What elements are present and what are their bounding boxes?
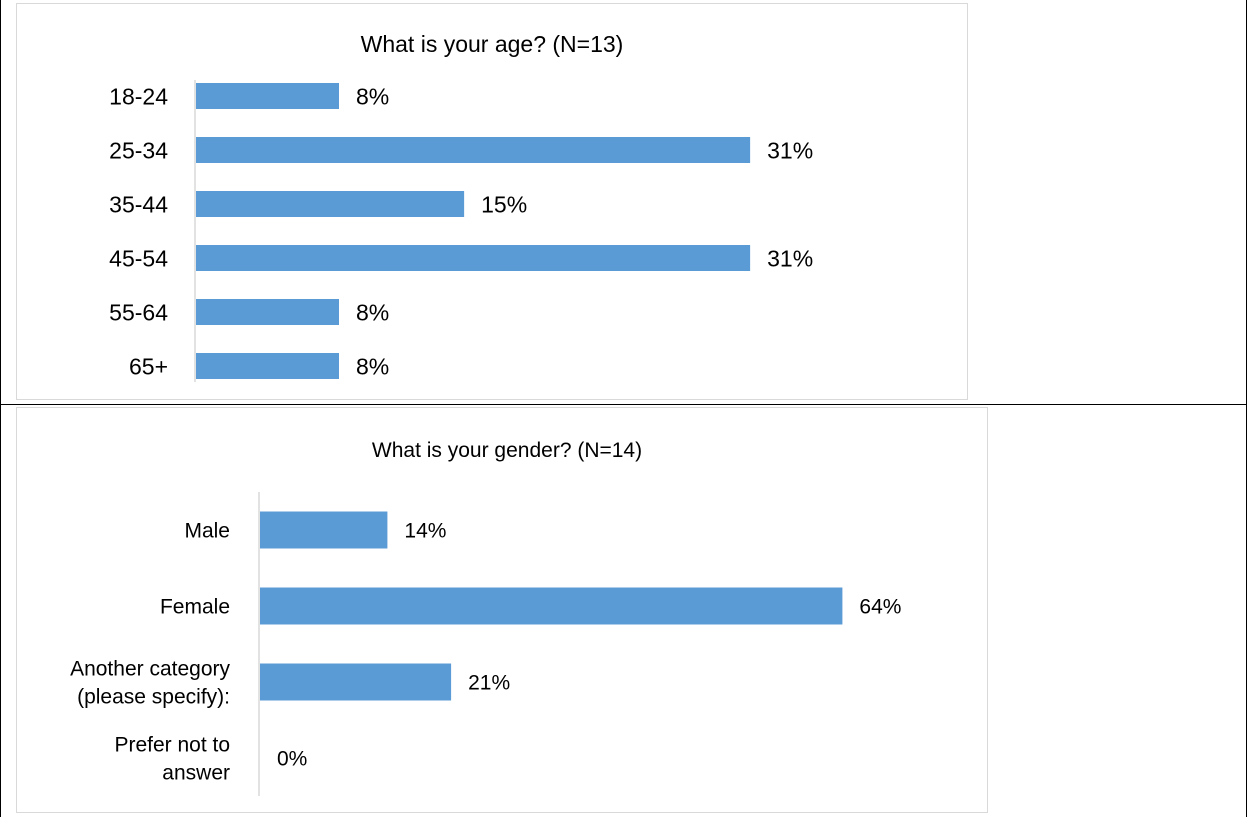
age-chart-title: What is your age? (N=13)	[361, 31, 624, 57]
gender-category-label-line: Prefer not to	[114, 734, 230, 757]
gender-category-label-line: Female	[160, 596, 230, 619]
age-data-label: 8%	[356, 299, 389, 325]
age-bar	[196, 191, 465, 217]
age-category-label-line: 18-24	[109, 83, 168, 109]
age-category-label: 18-24	[109, 83, 168, 109]
age-data-label: 31%	[767, 245, 813, 271]
gender-category-label-line: answer	[162, 762, 230, 785]
gender-data-label: 0%	[277, 748, 307, 771]
gender-chart-title: What is your gender? (N=14)	[372, 439, 642, 462]
gender-category-label-line: Another category	[70, 658, 230, 681]
age-category-label-line: 55-64	[109, 299, 168, 325]
age-category-label: 35-44	[109, 191, 168, 217]
age-chart: What is your age? (N=13) 8% 18-24 31% 25-34…	[109, 31, 813, 382]
age-data-label: 31%	[767, 137, 813, 163]
gender-category-label: Another category (please specify):	[70, 658, 230, 709]
age-bar	[196, 299, 339, 325]
age-bar	[196, 353, 339, 379]
age-category-label: 55-64	[109, 299, 168, 325]
gender-data-label: 64%	[859, 596, 901, 619]
age-data-label: 8%	[356, 353, 389, 379]
gender-category-label: Male	[184, 520, 230, 543]
table-border-left	[0, 0, 1, 817]
age-data-label: 8%	[356, 83, 389, 109]
age-category-label-line: 35-44	[109, 191, 168, 217]
gender-category-label: Prefer not to answer	[114, 734, 230, 785]
gender-chart: What is your gender? (N=14) 14% Male 64% Fe…	[70, 439, 901, 796]
age-bar	[196, 137, 751, 163]
age-chart-frame	[16, 3, 968, 400]
age-bar	[196, 83, 339, 109]
age-category-label-line: 45-54	[109, 245, 168, 271]
age-data-label: 15%	[481, 191, 527, 217]
gender-bar	[260, 663, 452, 701]
age-category-label: 65+	[129, 353, 168, 379]
gender-data-label: 21%	[468, 672, 510, 695]
age-bar	[196, 245, 751, 271]
gender-category-label-line: Male	[184, 520, 230, 543]
gender-category-label-line: (please specify):	[77, 686, 230, 709]
gender-data-label: 14%	[404, 520, 446, 543]
age-category-label-line: 65+	[129, 353, 168, 379]
gender-bar	[260, 587, 843, 625]
table-border-middle	[0, 404, 1247, 405]
age-category-label-line: 25-34	[109, 137, 168, 163]
age-category-label: 45-54	[109, 245, 168, 271]
gender-category-label: Female	[160, 596, 230, 619]
gender-bar	[260, 511, 388, 549]
age-category-label: 25-34	[109, 137, 168, 163]
